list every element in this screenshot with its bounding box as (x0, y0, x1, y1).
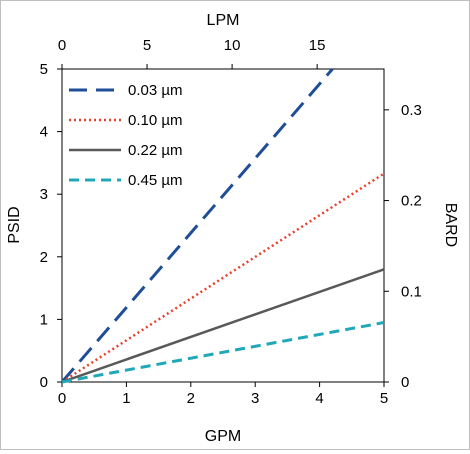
y2-axis-tick-label: 0.3 (401, 102, 422, 119)
y-axis-tick-label: 5 (40, 61, 48, 78)
plot-area-border (61, 68, 385, 383)
x2-axis-tick-label: 0 (58, 37, 66, 54)
x2-axis-tick-label: 15 (309, 37, 326, 54)
x-axis-tick-label: 2 (187, 390, 195, 407)
legend-label-3: 0.45 µm (128, 172, 183, 189)
x-axis-tick-label: 4 (315, 390, 323, 407)
legend-label-2: 0.22 µm (128, 142, 183, 159)
y-axis-tick-label: 2 (40, 249, 48, 266)
x2-axis-title: LPM (207, 12, 240, 29)
legend-label-1: 0.10 µm (128, 112, 183, 129)
series-line-0 (60, 68, 334, 383)
series-line-1 (61, 172, 385, 384)
y2-axis-tick-label: 0 (401, 374, 409, 391)
x-axis-title: GPM (205, 428, 241, 445)
x-axis-tick-label: 3 (251, 390, 259, 407)
x2-axis-tick-label: 5 (143, 37, 151, 54)
x-axis-tick-label: 1 (122, 390, 130, 407)
y-axis-tick-label: 0 (40, 374, 48, 391)
y-axis-tick-label: 3 (40, 186, 48, 203)
y2-axis-tick-label: 0.1 (401, 283, 422, 300)
x-axis-tick-label: 5 (380, 390, 388, 407)
x-axis-tick-label: 0 (58, 390, 66, 407)
y-axis-title: PSID (6, 206, 23, 243)
series-line-2 (61, 268, 385, 384)
y2-axis-title: BARD (442, 203, 459, 247)
series-line-3 (61, 321, 385, 384)
y2-axis-tick-label: 0.2 (401, 193, 422, 210)
y-axis-tick-label: 1 (40, 311, 48, 328)
x2-axis-tick-label: 10 (224, 37, 241, 54)
y-axis-tick-label: 4 (40, 124, 48, 141)
legend-label-0: 0.03 µm (128, 82, 183, 99)
